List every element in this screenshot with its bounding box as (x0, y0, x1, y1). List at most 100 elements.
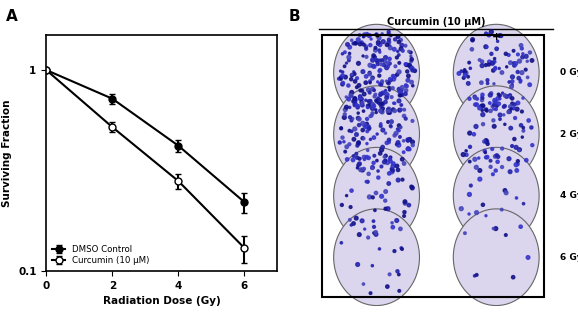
Point (386, 77, 395, 82)
Point (518, 51, 528, 56)
Point (398, 247, 407, 252)
Point (342, 94, 351, 100)
Point (481, 62, 491, 67)
Point (465, 60, 474, 65)
Point (365, 126, 374, 131)
Point (350, 97, 360, 102)
Point (346, 115, 355, 120)
Circle shape (453, 147, 539, 244)
Point (488, 146, 497, 152)
Point (519, 128, 528, 133)
Text: A: A (6, 9, 17, 25)
Point (401, 199, 410, 204)
Point (350, 126, 360, 131)
Point (376, 81, 385, 86)
Bar (322, 35, 544, 297)
Point (481, 150, 490, 155)
Point (349, 99, 358, 104)
Point (497, 33, 506, 38)
Point (386, 123, 395, 129)
Point (360, 32, 369, 37)
Point (384, 29, 393, 34)
Point (377, 80, 387, 85)
Point (378, 128, 387, 133)
Point (505, 79, 514, 84)
Point (405, 147, 414, 152)
Point (516, 224, 525, 229)
Point (461, 70, 470, 75)
Point (383, 206, 392, 211)
Point (458, 152, 468, 157)
Point (461, 148, 470, 153)
Point (383, 60, 392, 65)
Point (514, 148, 524, 153)
Point (510, 136, 519, 141)
Point (396, 226, 405, 232)
Point (495, 93, 505, 98)
Point (350, 101, 359, 106)
Point (349, 137, 358, 142)
Point (395, 135, 405, 140)
Point (516, 43, 525, 48)
Point (516, 123, 525, 128)
Point (355, 156, 364, 161)
Point (405, 64, 414, 69)
Point (395, 288, 404, 293)
Point (382, 65, 391, 70)
Point (390, 47, 399, 52)
Point (355, 117, 364, 122)
Point (369, 53, 378, 58)
Point (386, 110, 395, 115)
Point (507, 144, 517, 149)
Point (366, 114, 375, 119)
Point (361, 98, 370, 103)
Point (360, 123, 369, 128)
Point (386, 124, 395, 129)
Point (408, 68, 417, 73)
Point (401, 83, 410, 88)
Point (336, 69, 345, 74)
Point (345, 45, 354, 50)
Point (347, 188, 356, 193)
Point (373, 61, 382, 66)
Circle shape (453, 24, 539, 121)
Point (390, 133, 399, 138)
Point (371, 48, 380, 53)
Point (354, 61, 363, 66)
Point (398, 48, 407, 53)
Point (505, 156, 514, 161)
Point (336, 77, 346, 82)
Point (384, 108, 394, 113)
Text: 6 Gy: 6 Gy (560, 253, 578, 262)
Point (487, 29, 496, 34)
Point (380, 154, 389, 159)
Point (397, 46, 406, 51)
Point (513, 162, 523, 167)
Point (510, 116, 520, 121)
Point (381, 131, 390, 136)
Point (365, 194, 374, 199)
Point (338, 82, 347, 87)
Point (355, 33, 364, 38)
Point (373, 42, 383, 47)
Point (359, 109, 368, 114)
Point (494, 154, 503, 159)
Point (405, 63, 414, 68)
Point (376, 102, 385, 107)
Point (390, 108, 399, 113)
Point (513, 107, 522, 112)
Point (351, 99, 360, 104)
Point (336, 125, 346, 130)
Point (385, 88, 394, 93)
Point (354, 37, 363, 42)
Point (361, 44, 370, 49)
Point (489, 118, 498, 123)
Point (401, 116, 410, 121)
Point (518, 125, 528, 130)
Point (407, 80, 416, 85)
Point (516, 79, 525, 84)
Point (358, 136, 367, 141)
Legend: DMSO Control, Curcumin (10 μM): DMSO Control, Curcumin (10 μM) (50, 243, 151, 266)
Point (376, 151, 385, 156)
Point (383, 284, 392, 289)
